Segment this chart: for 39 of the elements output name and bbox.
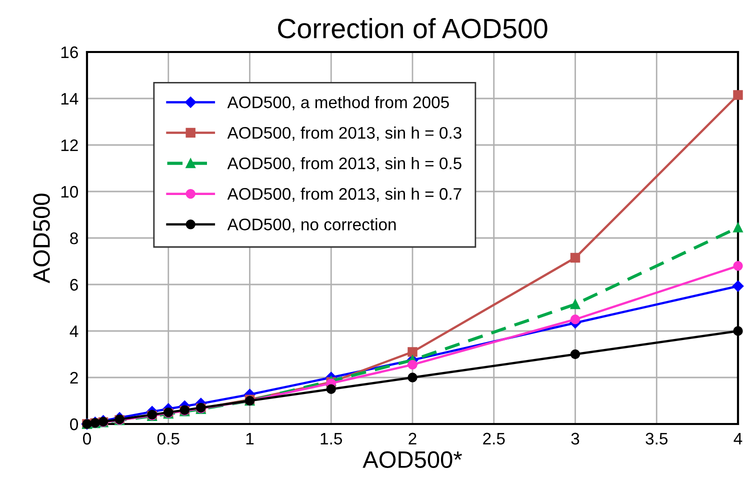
point	[408, 347, 418, 357]
y-tick-label: 4	[70, 326, 78, 338]
point	[733, 326, 743, 336]
legend-label: AOD500, from 2013, sin h = 0.3	[227, 126, 462, 141]
y-tick-label: 12	[61, 139, 78, 152]
x-tick-label: 0	[83, 432, 91, 445]
legend-label: AOD500, a method from 2005	[227, 96, 449, 110]
chart-title: Correction of AOD500	[278, 18, 548, 38]
x-tick-label: 3	[571, 432, 580, 445]
y-tick-label: 6	[70, 278, 78, 291]
x-tick-label: 1.5	[320, 432, 342, 445]
x-tick-label: 4	[734, 432, 742, 444]
point	[570, 349, 580, 360]
x-tick-label: 3.5	[646, 432, 668, 445]
y-tick-label: 10	[61, 186, 78, 198]
x-tick-label: 1	[246, 432, 254, 444]
y-tick-label: 8	[70, 232, 78, 244]
point	[570, 299, 580, 310]
y-tick-label: 16	[61, 46, 78, 58]
point	[732, 280, 744, 292]
point	[570, 314, 580, 324]
point	[570, 252, 580, 263]
point	[733, 90, 743, 100]
legend-label: AOD500, no correction	[227, 218, 396, 232]
point	[733, 261, 743, 271]
x-tick-label: 0.5	[157, 432, 180, 445]
y-tick-label: 0	[70, 418, 78, 430]
legend-label: AOD500, from 2013, sin h = 0.7	[227, 188, 462, 202]
x-tick-label: 2.5	[483, 432, 505, 445]
x-tick-label: 2	[408, 432, 416, 444]
y-tick-label: 2	[70, 372, 78, 384]
legend-label: AOD500, from 2013, sin h = 0.5	[227, 157, 462, 172]
y-axis-title: AOD500	[33, 194, 50, 284]
x-axis-title: AOD500*	[362, 451, 462, 468]
point	[733, 222, 743, 232]
y-tick-label: 14	[61, 93, 78, 105]
point	[408, 360, 418, 370]
point	[326, 384, 336, 394]
point	[408, 372, 418, 382]
